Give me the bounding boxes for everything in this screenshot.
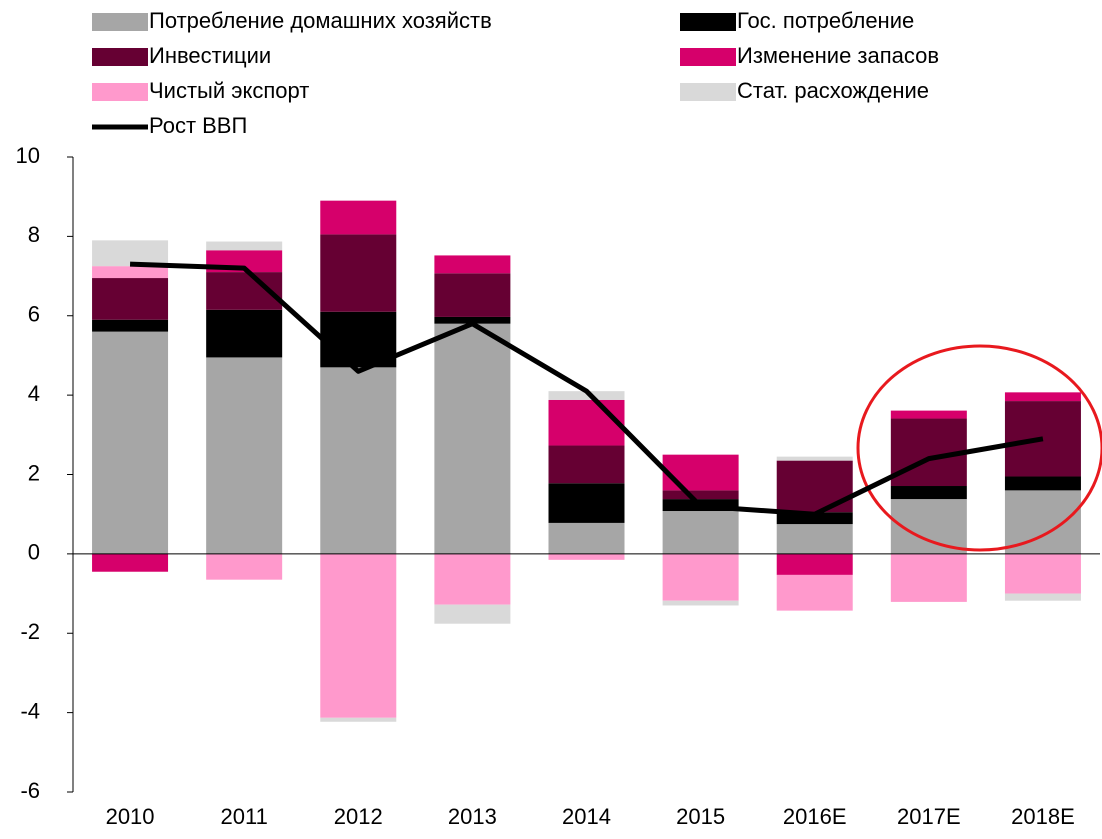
legend-label: Потребление домашних хозяйств <box>149 8 492 33</box>
y-tick-label: 10 <box>16 143 40 168</box>
bar-segment <box>662 490 739 500</box>
bar-segment <box>548 399 625 446</box>
bar-segment <box>320 553 397 718</box>
legend-swatch <box>680 48 736 66</box>
legend-label: Гос. потребление <box>737 8 914 33</box>
bar-segment <box>206 357 283 554</box>
x-tick-label: 2017E <box>897 804 961 829</box>
bar-segment <box>548 445 625 484</box>
bar-segment <box>776 553 853 575</box>
y-tick-label: -2 <box>20 619 40 644</box>
bar-segment <box>92 553 169 572</box>
bar-segment <box>1004 392 1081 402</box>
bar-segment <box>434 323 511 554</box>
bar-segment <box>92 240 169 267</box>
legend-label: Инвестиции <box>149 43 271 68</box>
y-tick-label: 6 <box>28 302 40 327</box>
bar-segment <box>434 553 511 605</box>
bar-segment <box>548 522 625 554</box>
bar-segment <box>92 278 169 320</box>
bar-segment <box>890 410 967 419</box>
x-tick-label: 2018E <box>1011 804 1075 829</box>
bar-segment <box>890 486 967 500</box>
bar-segment <box>776 460 853 513</box>
y-tick-label: -4 <box>20 698 40 723</box>
bar-segment <box>206 241 283 251</box>
bar-segment <box>320 367 397 554</box>
bar-segment <box>776 512 853 525</box>
bar-segment <box>434 316 511 324</box>
x-tick-label: 2013 <box>448 804 497 829</box>
legend-label: Стат. расхождение <box>737 78 929 103</box>
y-tick-label: 4 <box>28 381 40 406</box>
legend-swatch <box>680 83 736 101</box>
bar-segment <box>776 456 853 461</box>
legend-label: Изменение запасов <box>737 43 939 68</box>
bar-segment <box>662 600 739 606</box>
bar-segment <box>206 553 283 580</box>
bar-segment <box>548 391 625 400</box>
bar-segment <box>662 511 739 554</box>
bar-segment <box>776 574 853 611</box>
bar-segment <box>92 331 169 554</box>
highlight-ellipse <box>856 344 1102 552</box>
legend-swatch <box>92 13 148 31</box>
bar-segment <box>1004 593 1081 601</box>
bar-segment <box>890 553 967 602</box>
gdp-line <box>129 261 1044 517</box>
bar-segment <box>92 266 169 279</box>
bar-segment <box>1004 476 1081 491</box>
legend-swatch <box>92 48 148 66</box>
bar-segment <box>548 553 625 560</box>
y-tick-label: 8 <box>28 222 40 247</box>
bar-segment <box>434 255 511 274</box>
bar-segment <box>434 273 511 317</box>
legend-label: Чистый экспорт <box>149 78 309 103</box>
x-tick-label: 2016E <box>783 804 847 829</box>
bar-segment <box>434 604 511 624</box>
bar-segment <box>1004 490 1081 554</box>
bar-segment <box>206 309 283 358</box>
x-tick-label: 2015 <box>676 804 725 829</box>
legend-swatch <box>92 83 148 101</box>
bar-segment <box>320 234 397 312</box>
bar-segment <box>1004 553 1081 594</box>
x-tick-label: 2010 <box>106 804 155 829</box>
x-tick-label: 2014 <box>562 804 611 829</box>
legend-swatch <box>680 13 736 31</box>
y-tick-label: -6 <box>20 778 40 803</box>
bar-segment <box>662 553 739 601</box>
bar-segment <box>320 200 397 235</box>
y-tick-label: 0 <box>28 540 40 565</box>
bar-segment <box>320 717 397 722</box>
legend-label: Рост ВВП <box>149 113 247 138</box>
y-tick-label: 2 <box>28 460 40 485</box>
bar-segment <box>662 454 739 491</box>
bar-segment <box>548 483 625 523</box>
x-tick-label: 2011 <box>221 804 268 829</box>
bar-segment <box>776 524 853 554</box>
x-tick-label: 2012 <box>334 804 383 829</box>
bar-segment <box>92 319 169 332</box>
